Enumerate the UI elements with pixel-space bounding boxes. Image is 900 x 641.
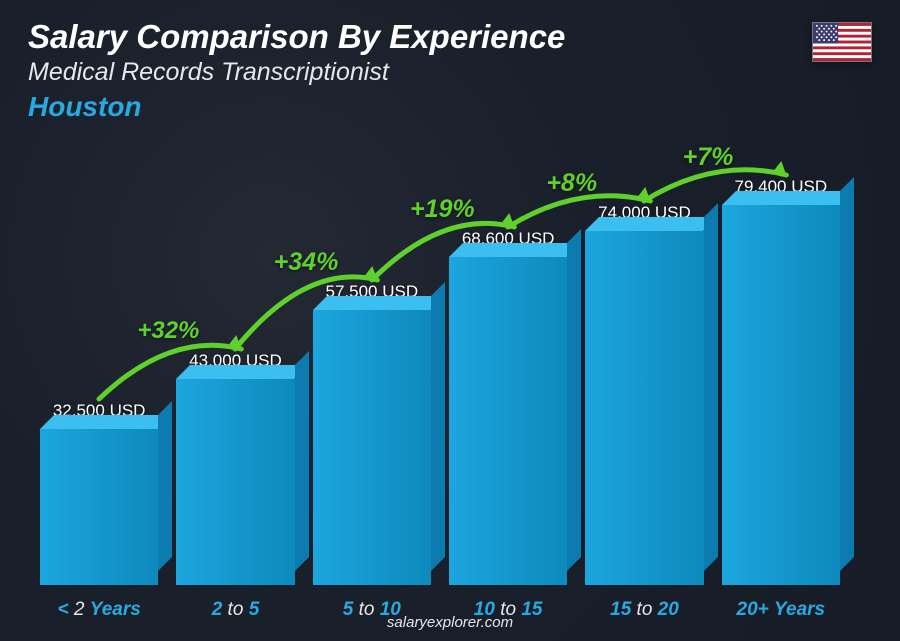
bar-chart: 32,500 USD< 2 Years43,000 USD2 to 557,50… xyxy=(40,115,840,585)
footer-attribution: salaryexplorer.com xyxy=(0,614,900,631)
chart-subtitle: Medical Records Transcriptionist xyxy=(28,58,565,87)
delta-label: +7% xyxy=(683,143,734,172)
infographic-root: Salary Comparison By Experience Medical … xyxy=(0,0,900,641)
bar xyxy=(40,429,158,585)
delta-label: +32% xyxy=(137,317,199,345)
delta-label: +19% xyxy=(410,195,475,224)
delta-label: +34% xyxy=(274,248,339,277)
delta-label: +8% xyxy=(546,169,597,198)
flag-icon xyxy=(812,22,872,62)
chart-title: Salary Comparison By Experience xyxy=(28,18,565,56)
bar xyxy=(585,231,703,585)
title-block: Salary Comparison By Experience Medical … xyxy=(28,18,565,123)
bar xyxy=(722,205,840,585)
